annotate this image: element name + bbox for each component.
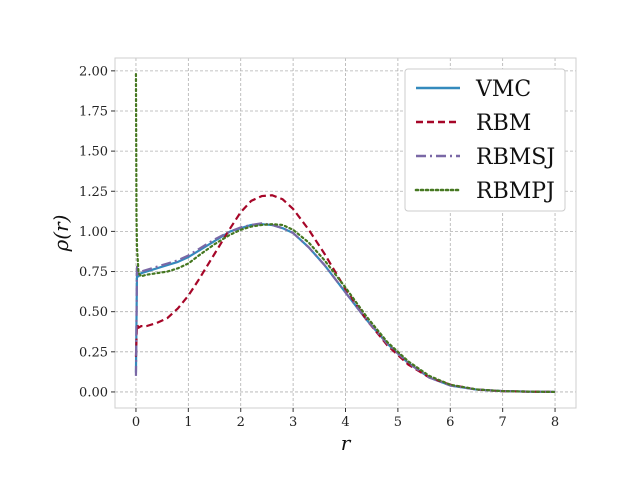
x-tick-label: 1 bbox=[184, 415, 192, 430]
x-tick-label: 5 bbox=[394, 415, 402, 430]
y-tick-label: 2.00 bbox=[79, 64, 108, 79]
x-tick-label: 6 bbox=[446, 415, 454, 430]
series-group bbox=[134, 72, 557, 394]
series-line-rbmpj bbox=[134, 72, 557, 394]
x-tick-label: 3 bbox=[289, 415, 297, 430]
legend-label-vmc: VMC bbox=[475, 77, 531, 102]
y-tick-label: 0.00 bbox=[79, 385, 108, 400]
y-tick-label: 1.00 bbox=[79, 225, 108, 240]
x-tick-label: 2 bbox=[237, 415, 245, 430]
y-tick-label: 1.50 bbox=[79, 145, 108, 160]
legend-label-rbmpj: RBMPJ bbox=[476, 179, 555, 204]
x-axis-label: r bbox=[341, 431, 352, 455]
legend: VMC RBM RBMSJ RBMPJ bbox=[404, 68, 566, 212]
legend-box bbox=[404, 68, 566, 212]
x-tick-label: 7 bbox=[499, 415, 507, 430]
y-tick-label: 0.50 bbox=[79, 305, 108, 320]
axis-ticks: 0 1 2 3 4 5 6 7 8 0.00 0.25 0.50 0.75 1.00 1.25 1.50 1.7… bbox=[79, 64, 559, 430]
x-tick-label: 8 bbox=[551, 415, 559, 430]
y-tick-label: 1.75 bbox=[79, 104, 108, 119]
x-tick-label: 0 bbox=[132, 415, 140, 430]
legend-label-rbm: RBM bbox=[476, 111, 531, 136]
y-tick-label: 1.25 bbox=[79, 185, 108, 200]
y-tick-label: 0.25 bbox=[79, 345, 108, 360]
x-tick-label: 4 bbox=[341, 415, 349, 430]
legend-label-rbmsj: RBMSJ bbox=[476, 145, 555, 170]
y-axis-label: ρ(r) bbox=[49, 215, 73, 253]
y-tick-label: 0.75 bbox=[79, 265, 108, 280]
